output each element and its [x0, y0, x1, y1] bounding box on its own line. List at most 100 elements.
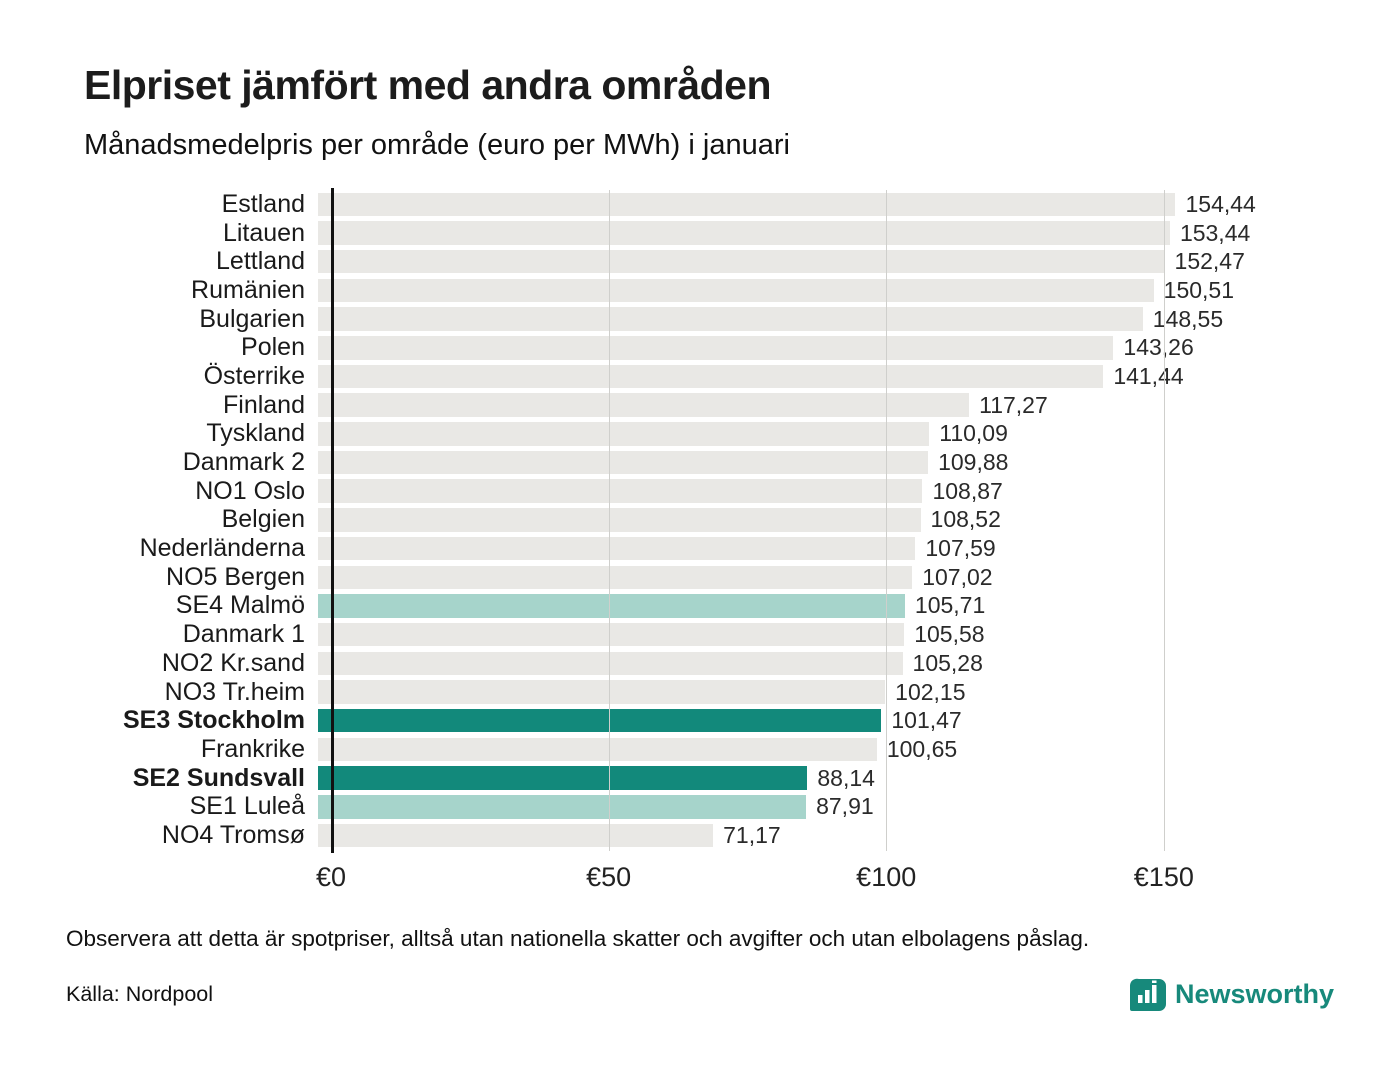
chart-row: NO4 Tromsø 71,17 — [84, 821, 1374, 850]
value-label: 101,47 — [891, 707, 962, 734]
bar-default — [318, 278, 1154, 303]
x-tick-label: €50 — [586, 862, 632, 892]
bar-track: 150,51 — [318, 276, 1258, 305]
chart-row: Danmark 1 105,58 — [84, 620, 1374, 649]
bar-track: 88,14 — [318, 764, 1258, 793]
value-label: 141,44 — [1113, 362, 1184, 389]
chart-subtitle: Månadsmedelpris per område (euro per MWh… — [84, 129, 790, 161]
chart-row: Polen 143,26 — [84, 333, 1374, 362]
value-label: 100,65 — [886, 735, 958, 762]
category-label: Danmark 1 — [182, 620, 305, 649]
category-label: Belgien — [221, 505, 305, 534]
bar-default — [318, 393, 970, 417]
value-label: 107,59 — [925, 535, 996, 562]
category-label: SE1 Luleå — [189, 792, 305, 821]
bar-default — [318, 536, 916, 561]
bar-track: 102,15 — [318, 678, 1258, 707]
value-label: 143,26 — [1123, 334, 1194, 361]
chart-row: NO5 Bergen 107,02 — [84, 563, 1374, 592]
bar-default — [318, 651, 903, 676]
category-label: SE2 Sundsvall — [132, 763, 305, 792]
bar-track: 107,59 — [318, 534, 1258, 563]
value-label: 71,17 — [723, 821, 781, 848]
chart-row: SE3 Stockholm 101,47 — [84, 706, 1374, 735]
bar-default — [318, 336, 1114, 360]
value-label: 109,88 — [938, 449, 1009, 476]
footer-row: Källa: Nordpool Newsworthy — [66, 976, 1334, 1012]
bar-track: 107,02 — [318, 563, 1258, 592]
category-label: NO3 Tr.heim — [164, 677, 305, 706]
bar-track: 143,26 — [318, 333, 1258, 362]
category-label: Lettland — [216, 247, 305, 276]
x-axis-labels: €0 €50 €100 €150 — [316, 862, 1271, 898]
chart-row: Frankrike 100,65 — [84, 735, 1374, 764]
category-label: Finland — [223, 390, 305, 419]
bar-track: 109,88 — [318, 448, 1258, 477]
chart-row: Belgien 108,52 — [84, 505, 1374, 535]
page-title: Elpriset jämfört med andra områden — [84, 62, 772, 108]
chart-row: Litauen 153,44 — [84, 219, 1374, 248]
category-label: Bulgarien — [199, 304, 305, 333]
category-label: Litauen — [222, 218, 305, 247]
value-label: 88,14 — [817, 764, 875, 791]
chart-row: Lettland 152,47 — [84, 247, 1374, 276]
bar-track: 105,28 — [318, 649, 1258, 678]
value-label: 105,71 — [914, 592, 986, 619]
chart-row: NO3 Tr.heim 102,15 — [84, 678, 1374, 707]
bar-default — [318, 622, 905, 647]
bar-track: 87,91 — [318, 792, 1258, 821]
category-label: Frankrike — [200, 734, 305, 763]
category-label: SE4 Malmö — [175, 591, 305, 620]
category-label: Österrike — [203, 361, 305, 390]
category-label: Estland — [221, 189, 305, 218]
bar-track: 71,17 — [318, 821, 1258, 850]
chart-row: SE4 Malmö 105,71 — [84, 591, 1374, 621]
value-label: 110,09 — [939, 420, 1008, 447]
category-label: SE3 Stockholm — [123, 706, 305, 735]
chart-row: Österrike 141,44 — [84, 362, 1374, 391]
x-tick-label: €0 — [315, 862, 347, 892]
category-label: Danmark 2 — [182, 448, 305, 477]
bar-default — [318, 192, 1176, 217]
x-tick-label: €100 — [856, 862, 917, 892]
chart-row: SE1 Luleå 87,91 — [84, 792, 1374, 821]
chart-row: Bulgarien 148,55 — [84, 305, 1374, 334]
category-label: NO1 Oslo — [195, 476, 305, 505]
value-label: 107,02 — [922, 563, 993, 590]
value-label: 105,58 — [914, 621, 985, 648]
bar-dark — [318, 708, 882, 733]
bar-default — [318, 737, 877, 762]
newsworthy-bubble-icon — [1129, 978, 1166, 1011]
bar-track: 110,09 — [318, 420, 1258, 449]
category-label: NO5 Bergen — [166, 562, 305, 591]
value-label: 108,87 — [932, 477, 1003, 504]
bar-track: 105,58 — [318, 620, 1258, 649]
value-label: 105,28 — [912, 649, 983, 676]
category-label: Rumänien — [191, 275, 305, 304]
x-tick-label: €150 — [1133, 862, 1194, 892]
bar-track: 148,55 — [318, 305, 1258, 334]
value-label: 150,51 — [1163, 276, 1235, 303]
bar-track: 153,44 — [318, 219, 1258, 248]
bar-track: 141,44 — [318, 362, 1258, 391]
value-label: 153,44 — [1179, 219, 1251, 246]
bar-default — [318, 823, 714, 848]
value-label: 148,55 — [1152, 305, 1224, 332]
bar-chart: Estland 154,44 Litauen 153,44 Lettland 152,47… — [84, 188, 1374, 904]
bar-light — [318, 795, 807, 819]
bar-default — [318, 450, 929, 475]
value-label: 152,47 — [1174, 248, 1245, 275]
bar-track: 108,87 — [318, 477, 1258, 506]
bar-default — [318, 364, 1104, 389]
value-label: 117,27 — [979, 391, 1048, 418]
bar-track: 108,52 — [318, 506, 1258, 535]
chart-row: Tyskland 110,09 — [84, 419, 1374, 449]
bar-default — [318, 221, 1170, 245]
bar-default — [318, 307, 1143, 331]
category-label: NO4 Tromsø — [161, 820, 305, 849]
value-label: 102,15 — [895, 678, 966, 705]
bar-track: 117,27 — [318, 391, 1258, 420]
chart-row: Danmark 2 109,88 — [84, 448, 1374, 477]
bar-default — [318, 565, 913, 590]
